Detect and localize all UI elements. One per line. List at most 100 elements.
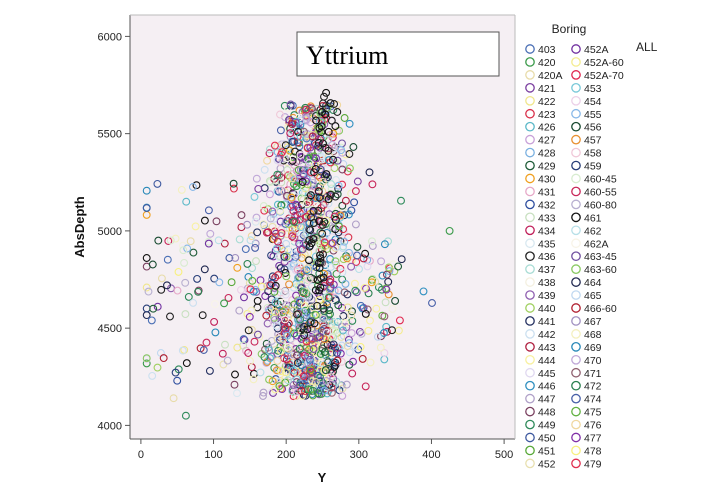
scatter-point bbox=[276, 347, 285, 356]
scatter-point bbox=[297, 386, 306, 395]
x-tick-label: 400 bbox=[422, 449, 440, 461]
scatter-point bbox=[244, 326, 253, 335]
legend-label: 460-55 bbox=[584, 186, 617, 198]
scatter-point bbox=[247, 325, 256, 334]
scatter-point bbox=[352, 288, 361, 297]
legend-label: 450 bbox=[538, 433, 556, 445]
legend-label: 435 bbox=[538, 238, 556, 250]
scatter-point bbox=[292, 291, 301, 300]
legend-marker bbox=[571, 238, 581, 249]
scatter-point bbox=[293, 351, 301, 360]
scatter-point bbox=[341, 319, 350, 327]
scatter-point bbox=[309, 178, 318, 187]
scatter-point bbox=[326, 310, 334, 318]
legend-marker bbox=[525, 199, 535, 210]
scatter-point bbox=[306, 143, 315, 152]
scatter-point bbox=[292, 117, 301, 126]
scatter-point bbox=[259, 202, 268, 210]
scatter-point bbox=[260, 353, 269, 362]
scatter-point bbox=[142, 283, 151, 292]
scatter-point bbox=[296, 150, 305, 159]
scatter-point bbox=[320, 92, 328, 101]
scatter-point bbox=[290, 329, 299, 338]
scatter-point bbox=[356, 342, 365, 351]
scatter-point bbox=[345, 248, 353, 257]
scatter-point bbox=[304, 154, 313, 163]
scatter-point bbox=[288, 120, 296, 129]
scatter-point bbox=[166, 312, 174, 321]
scatter-point bbox=[338, 165, 347, 174]
scatter-point bbox=[285, 115, 294, 124]
scatter-point bbox=[283, 331, 292, 340]
scatter-point bbox=[314, 389, 322, 398]
scatter-point bbox=[273, 237, 282, 246]
legend-label: 454 bbox=[584, 96, 602, 108]
scatter-point bbox=[276, 367, 285, 375]
scatter-point bbox=[303, 199, 311, 208]
legend-marker bbox=[525, 147, 535, 158]
scatter-point bbox=[149, 304, 158, 313]
scatter-point bbox=[316, 254, 325, 263]
scatter-point bbox=[247, 232, 256, 241]
scatter-point bbox=[345, 164, 354, 173]
scatter-point bbox=[219, 360, 228, 369]
scatter-point bbox=[394, 262, 403, 271]
scatter-point bbox=[335, 314, 343, 322]
legend-label: 437 bbox=[538, 264, 556, 276]
legend-label: 438 bbox=[538, 277, 556, 289]
scatter-point bbox=[273, 300, 282, 309]
scatter-point bbox=[293, 262, 302, 271]
legend-label: 466-60 bbox=[584, 303, 617, 315]
legend-label: 476 bbox=[584, 420, 602, 432]
legend-marker bbox=[525, 264, 535, 274]
scatter-point bbox=[330, 362, 339, 371]
scatter-point bbox=[368, 180, 377, 189]
scatter-point bbox=[364, 289, 373, 298]
scatter-point bbox=[251, 217, 260, 226]
scatter-point bbox=[287, 193, 296, 202]
scatter-point bbox=[281, 141, 290, 150]
legend-marker bbox=[571, 303, 581, 313]
scatter-point bbox=[343, 290, 352, 299]
y-tick-label: 5500 bbox=[98, 129, 122, 141]
legend-marker bbox=[525, 212, 535, 223]
legend-label: 459 bbox=[584, 161, 602, 173]
x-tick-label: 500 bbox=[495, 449, 513, 461]
scatter-point bbox=[316, 165, 325, 174]
legend-label: 467 bbox=[584, 316, 602, 328]
scatter-point bbox=[223, 356, 232, 365]
legend-label: 428 bbox=[538, 148, 556, 160]
scatter-point bbox=[315, 193, 324, 202]
legend-marker bbox=[571, 212, 581, 223]
scatter-point bbox=[246, 357, 254, 365]
scatter-point bbox=[315, 217, 324, 226]
legend-label: 444 bbox=[538, 355, 556, 367]
scatter-point bbox=[317, 128, 326, 137]
scatter-point bbox=[295, 150, 304, 158]
scatter-point bbox=[235, 235, 244, 244]
legend-marker bbox=[525, 458, 535, 469]
legend-marker bbox=[525, 121, 535, 132]
scatter-point bbox=[348, 307, 356, 316]
scatter-point bbox=[227, 278, 236, 287]
legend-marker bbox=[525, 354, 535, 365]
scatter-point bbox=[252, 257, 260, 266]
legend-marker bbox=[571, 432, 581, 443]
scatter-point bbox=[380, 312, 389, 321]
scatter-point bbox=[205, 366, 214, 375]
scatter-point bbox=[250, 337, 259, 346]
scatter-point bbox=[249, 375, 258, 384]
scatter-point bbox=[288, 216, 297, 225]
y-tick-label: 4000 bbox=[98, 420, 122, 432]
scatter-point bbox=[315, 126, 324, 135]
legend-marker bbox=[571, 406, 581, 417]
legend-label: 442 bbox=[538, 329, 556, 341]
data-points bbox=[142, 88, 454, 420]
scatter-point bbox=[220, 239, 229, 248]
scatter-point bbox=[163, 281, 171, 290]
legend-label: 433 bbox=[538, 212, 556, 224]
legend-marker bbox=[571, 95, 581, 106]
scatter-point bbox=[338, 180, 347, 189]
scatter-point bbox=[395, 316, 404, 325]
scatter-point bbox=[178, 346, 187, 355]
